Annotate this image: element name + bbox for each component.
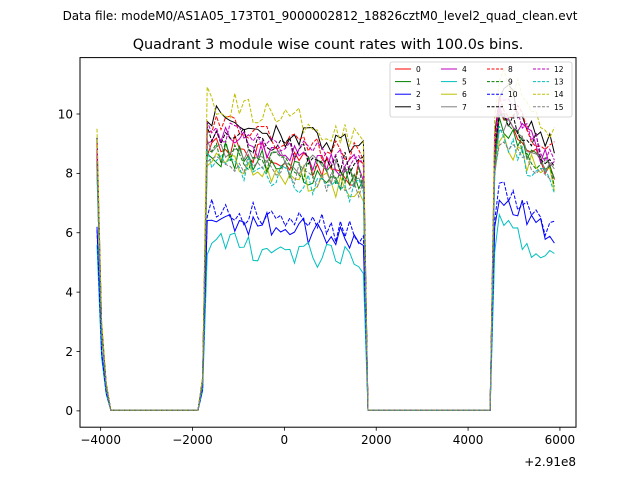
chart-title: Quadrant 3 module wise count rates with … xyxy=(133,37,524,53)
x-tick-label: −4000 xyxy=(80,433,121,447)
legend-label: 6 xyxy=(462,90,467,99)
legend-label: 3 xyxy=(416,103,421,112)
legend-label: 13 xyxy=(554,78,564,87)
series-line-10 xyxy=(96,181,555,411)
legend-label: 4 xyxy=(462,65,467,74)
legend-label: 2 xyxy=(416,90,421,99)
plot-lines xyxy=(96,68,555,411)
legend-label: 1 xyxy=(416,78,421,87)
x-axis: −4000 −2000 0 2000 4000 6000 xyxy=(80,427,575,447)
x-tick-label: 6000 xyxy=(545,433,576,447)
legend-label: 5 xyxy=(462,78,467,87)
x-tick-label: −2000 xyxy=(172,433,213,447)
legend-label: 7 xyxy=(462,103,467,112)
series-line-6 xyxy=(96,133,555,411)
x-tick-label: 2000 xyxy=(361,433,392,447)
y-tick-label: 10 xyxy=(58,107,73,121)
y-tick-label: 8 xyxy=(65,167,73,181)
x-tick-label: 0 xyxy=(281,433,289,447)
legend-label: 0 xyxy=(416,65,421,74)
legend-label: 15 xyxy=(554,103,564,112)
series-line-4 xyxy=(96,106,555,411)
x-offset-label: +2.91e8 xyxy=(524,455,576,469)
series-line-5 xyxy=(96,212,555,411)
legend-label: 9 xyxy=(508,78,513,87)
series-line-12 xyxy=(96,97,555,411)
y-tick-label: 6 xyxy=(65,226,73,240)
y-axis: 0 2 4 6 8 10 xyxy=(58,107,80,418)
y-tick-label: 0 xyxy=(65,404,73,418)
series-line-9 xyxy=(96,111,555,411)
y-tick-label: 4 xyxy=(65,285,73,299)
legend-label: 12 xyxy=(554,65,564,74)
x-tick-label: 4000 xyxy=(453,433,484,447)
y-tick-label: 2 xyxy=(65,345,73,359)
plot-frame xyxy=(79,57,577,428)
series-line-15 xyxy=(96,141,555,411)
legend-label: 14 xyxy=(554,90,564,99)
legend-label: 8 xyxy=(508,65,513,74)
chart-suptitle: Data file: modeM0/AS1A05_173T01_90000028… xyxy=(63,9,578,23)
legend-label: 10 xyxy=(508,90,518,99)
series-line-11 xyxy=(96,113,555,411)
legend-label: 11 xyxy=(508,103,518,112)
legend-box xyxy=(389,61,573,118)
